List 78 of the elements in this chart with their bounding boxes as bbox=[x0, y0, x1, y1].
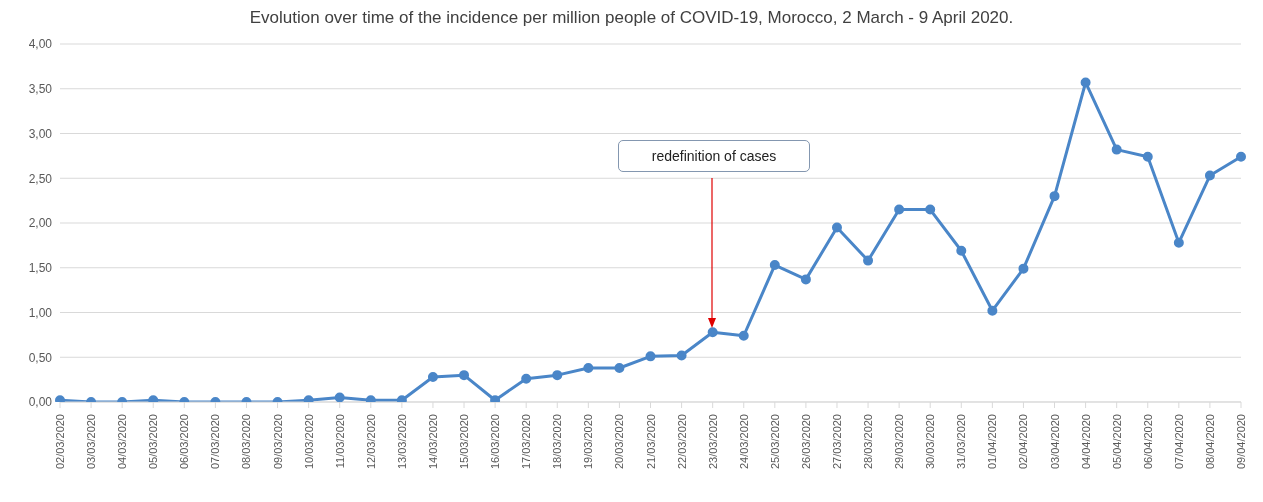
x-tick-label: 22/03/2020 bbox=[675, 414, 688, 470]
x-tick-label: 28/03/2020 bbox=[862, 414, 875, 470]
x-tick-label: 09/03/2020 bbox=[271, 414, 284, 470]
y-tick-label: 1,50 bbox=[28, 261, 53, 276]
point bbox=[1049, 191, 1060, 202]
x-tick-label: 04/04/2020 bbox=[1079, 414, 1092, 470]
point bbox=[521, 373, 532, 384]
x-tick-label: 08/04/2020 bbox=[1203, 414, 1216, 470]
point bbox=[1173, 237, 1184, 248]
chart-title: Evolution over time of the incidence per million people of COVID-19, Morocco, 2 March - 9 April 2020. bbox=[248, 8, 1015, 28]
x-tick-label: 30/03/2020 bbox=[924, 414, 937, 470]
point bbox=[427, 371, 438, 382]
point bbox=[1111, 144, 1122, 155]
point bbox=[459, 370, 470, 381]
point bbox=[800, 274, 811, 285]
x-tick-label: 18/03/2020 bbox=[551, 414, 564, 470]
point bbox=[1204, 170, 1215, 181]
point bbox=[925, 204, 936, 215]
x-tick-label: 06/03/2020 bbox=[178, 414, 191, 470]
point bbox=[1236, 151, 1246, 162]
point bbox=[894, 204, 905, 215]
x-tick-label: 27/03/2020 bbox=[830, 414, 843, 470]
point bbox=[987, 305, 998, 316]
x-tick-label: 12/03/2020 bbox=[364, 414, 377, 470]
x-tick-label: 09/04/2020 bbox=[1235, 414, 1247, 470]
point bbox=[863, 255, 874, 266]
y-tick-label: 3,50 bbox=[28, 82, 53, 97]
x-tick-label: 20/03/2020 bbox=[613, 414, 626, 470]
point bbox=[831, 222, 842, 233]
y-tick-label: 1,00 bbox=[28, 305, 53, 320]
x-tick-label: 23/03/2020 bbox=[706, 414, 719, 470]
point bbox=[707, 327, 718, 338]
x-tick-label: 08/03/2020 bbox=[240, 414, 253, 470]
point bbox=[552, 370, 563, 381]
point bbox=[1018, 263, 1029, 274]
x-tick-label: 10/03/2020 bbox=[302, 414, 315, 470]
x-tick-label: 31/03/2020 bbox=[955, 414, 968, 470]
x-tick-label: 17/03/2020 bbox=[520, 414, 533, 470]
x-tick-label: 05/04/2020 bbox=[1110, 414, 1123, 470]
x-tick-label: 02/04/2020 bbox=[1017, 414, 1030, 470]
x-tick-label: 07/04/2020 bbox=[1172, 414, 1185, 470]
x-tick-label: 16/03/2020 bbox=[489, 414, 502, 470]
annotation: redefinition of cases bbox=[651, 148, 777, 164]
x-tick-label: 29/03/2020 bbox=[893, 414, 906, 470]
point bbox=[334, 392, 345, 402]
point bbox=[1080, 77, 1091, 88]
x-tick-label: 26/03/2020 bbox=[799, 414, 812, 470]
x-tick-label: 21/03/2020 bbox=[644, 414, 657, 470]
y-tick-label: 0,00 bbox=[28, 395, 53, 410]
x-tick-label: 03/04/2020 bbox=[1048, 414, 1061, 470]
point bbox=[738, 330, 749, 341]
point bbox=[55, 395, 65, 402]
point bbox=[614, 362, 625, 373]
point bbox=[676, 350, 687, 361]
x-tick-label: 05/03/2020 bbox=[147, 414, 160, 470]
y-tick-label: 2,00 bbox=[28, 216, 53, 231]
x-tick-label: 04/03/2020 bbox=[116, 414, 129, 470]
point bbox=[956, 245, 967, 256]
x-tick-label: 24/03/2020 bbox=[737, 414, 750, 470]
y-tick-label: 4,00 bbox=[28, 37, 53, 52]
y-tick-label: 3,00 bbox=[28, 126, 53, 141]
y-tick-label: 2,50 bbox=[28, 171, 53, 186]
point bbox=[645, 351, 656, 362]
point bbox=[583, 362, 594, 373]
x-tick-label: 14/03/2020 bbox=[426, 414, 439, 470]
x-tick-label: 11/03/2020 bbox=[333, 414, 346, 469]
x-tick-label: 01/04/2020 bbox=[986, 414, 999, 470]
point bbox=[769, 260, 780, 271]
point bbox=[1142, 151, 1153, 162]
x-tick-label: 19/03/2020 bbox=[582, 414, 595, 470]
x-tick-label: 02/03/2020 bbox=[54, 414, 66, 470]
x-tick-label: 25/03/2020 bbox=[768, 414, 781, 470]
x-tick-label: 07/03/2020 bbox=[209, 414, 222, 470]
x-tick-label: 15/03/2020 bbox=[458, 414, 471, 470]
x-tick-label: 06/04/2020 bbox=[1141, 414, 1154, 470]
x-tick-label: 13/03/2020 bbox=[395, 414, 408, 470]
x-tick-label: 03/03/2020 bbox=[85, 414, 98, 470]
y-tick-label: 0,50 bbox=[28, 350, 53, 365]
